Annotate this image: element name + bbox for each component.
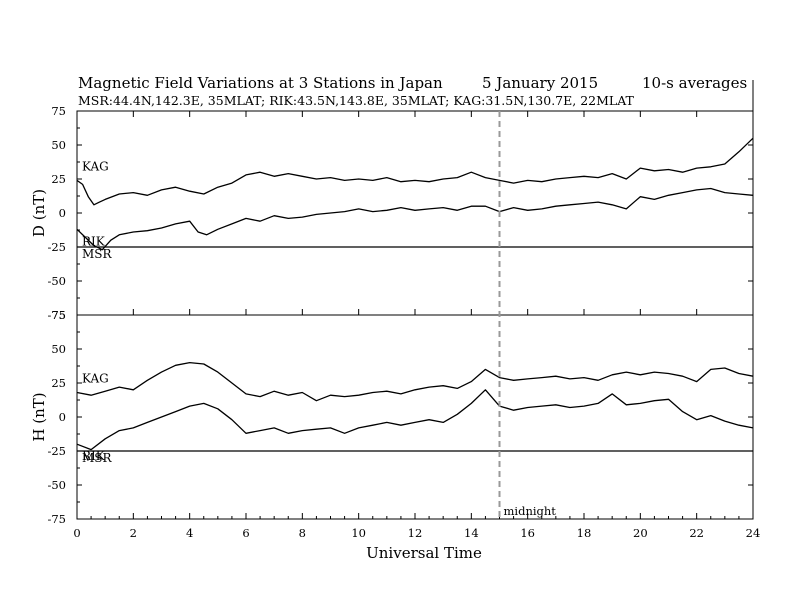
xtick-label: 24 <box>746 526 761 540</box>
xtick-label: 0 <box>73 526 80 540</box>
h-ytick-label: -50 <box>47 478 66 492</box>
chart-date: 5 January 2015 <box>482 74 598 92</box>
d-ytick-label: 50 <box>51 138 66 152</box>
d-axis-title: D (nT) <box>30 189 48 237</box>
h-ytick-label: -25 <box>47 444 66 458</box>
h-axis-title: H (nT) <box>30 392 48 441</box>
d-ytick-label: 25 <box>51 172 66 186</box>
xtick-label: 14 <box>464 526 479 540</box>
x-axis: 0 2 4 6 8 10 12 14 16 18 20 22 24 <box>73 80 760 540</box>
xtick-label: 12 <box>408 526 423 540</box>
chart-subtitle: MSR:44.4N,142.3E, 35MLAT; RIK:43.5N,143.… <box>78 93 635 108</box>
h-series-label-kag: KAG <box>82 372 109 386</box>
xtick-label: 10 <box>351 526 366 540</box>
xtick-label: 6 <box>242 526 249 540</box>
h-series-label-msr: MSR <box>82 451 113 465</box>
xtick-label: 18 <box>577 526 592 540</box>
midnight-label: midnight <box>504 504 557 518</box>
h-ytick-label: 50 <box>51 342 66 356</box>
h-panel-frame <box>76 314 754 520</box>
h-ytick-label: 0 <box>59 410 66 424</box>
xtick-label: 16 <box>520 526 535 540</box>
h-series-rik <box>76 389 754 451</box>
xtick-label: 8 <box>299 526 306 540</box>
xtick-label: 22 <box>689 526 704 540</box>
h-series-label-rik: RIK <box>82 449 106 463</box>
d-ytick-label: -75 <box>47 308 66 322</box>
xtick-label: 4 <box>186 526 193 540</box>
xtick-label: 20 <box>633 526 648 540</box>
h-ytick-label: 75 <box>51 308 66 322</box>
d-ytick-label: 0 <box>59 206 66 220</box>
d-series-label-kag: KAG <box>82 159 109 173</box>
d-series-label-msr: MSR <box>82 247 113 261</box>
d-panel-frame <box>76 110 754 316</box>
h-series-kag <box>76 361 754 402</box>
d-series-label-rik: RIK <box>82 234 106 248</box>
d-ytick-label: -50 <box>47 274 66 288</box>
x-axis-title: Universal Time <box>366 544 482 562</box>
chart-title: Magnetic Field Variations at 3 Stations … <box>78 74 443 92</box>
xtick-label: 2 <box>130 526 137 540</box>
h-ytick-label: 25 <box>51 376 66 390</box>
d-ytick-label: -25 <box>47 240 66 254</box>
chart-averaging: 10-s averages <box>642 74 747 92</box>
d-ytick-label: 75 <box>51 104 66 118</box>
d-series-kag <box>76 137 754 206</box>
h-ytick-label: -75 <box>47 512 66 526</box>
d-series-rik <box>76 187 754 251</box>
